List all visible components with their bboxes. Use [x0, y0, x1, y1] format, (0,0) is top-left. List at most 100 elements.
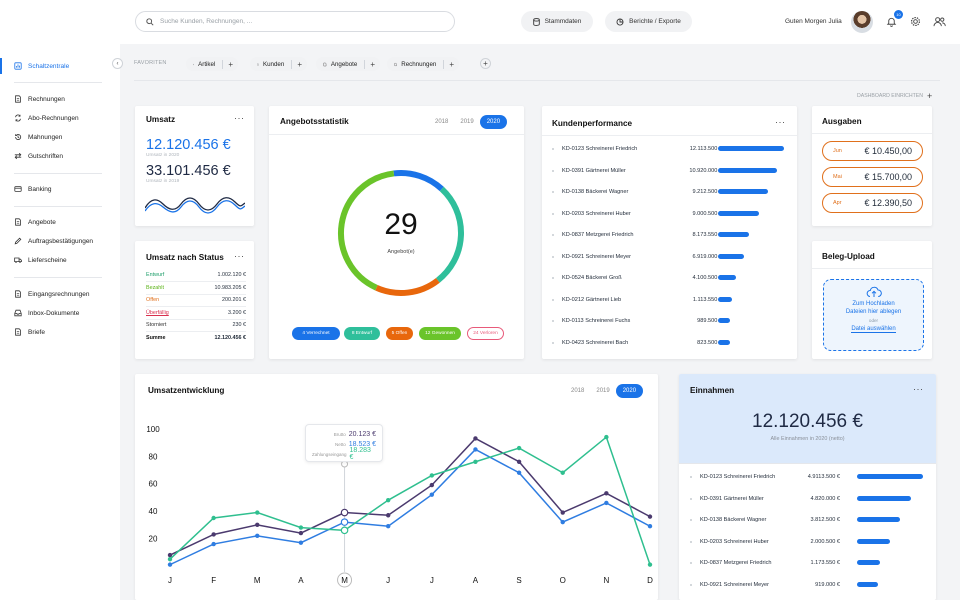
legend-verloren[interactable]: 24 Verloren: [467, 327, 504, 340]
einnahmen-row[interactable]: KD-0921 Schreinerei Meyer 919.000 €: [700, 580, 930, 590]
add-favorite-button[interactable]: +: [480, 58, 491, 69]
kunden-card: Kundenperformance ··· KD-0123 Schreinere…: [542, 106, 797, 359]
fav-chip-kunden[interactable]: Kunden +: [250, 57, 307, 71]
einnahmen-row[interactable]: KD-0123 Schreinerei Friedrich 4.9113.500 …: [700, 472, 930, 482]
sidebar-item-inbox-dokumente[interactable]: Inbox-Dokumente: [14, 309, 79, 317]
kunden-bar: [718, 189, 769, 194]
year-tab-2020[interactable]: 2020: [479, 115, 508, 129]
sidebar-item-angebote[interactable]: Angebote: [14, 218, 56, 226]
einnahmen-row[interactable]: KD-0203 Schreinerei Huber 2.000.500 €: [700, 537, 930, 547]
search-box[interactable]: [135, 11, 455, 32]
legend-offen[interactable]: 5 Offen: [386, 327, 413, 340]
plus-icon: +: [927, 91, 933, 101]
entwicklung-year-tabs: 2018 2019 2020: [565, 384, 644, 398]
kunden-row[interactable]: KD-0837 Metzgerei Friedrich 8.173.550 €: [562, 230, 787, 240]
gear-icon[interactable]: [908, 14, 922, 28]
einnahmen-name: KD-0837 Metzgerei Friedrich: [700, 560, 772, 567]
einnahmen-value: 12.120.456 €: [752, 411, 863, 432]
collapse-sidebar-button[interactable]: ‹: [112, 58, 123, 69]
row-dot: [552, 148, 554, 150]
kunden-row[interactable]: KD-0123 Schreinerei Friedrich 12.113.500 …: [562, 144, 787, 154]
x-tick-highlight: [337, 572, 353, 588]
sidebar-item-rechnungen[interactable]: Rechnungen: [14, 95, 65, 103]
divider: [812, 133, 932, 134]
edit-icon: [14, 237, 22, 245]
year-tab-2018[interactable]: 2018: [435, 119, 449, 125]
avatar[interactable]: [851, 11, 873, 33]
sidebar-item-eingangsrechnungen[interactable]: Eingangsrechnungen: [14, 290, 89, 298]
legend-gewonnen[interactable]: 12 Gewonnen: [419, 327, 461, 340]
bell-icon[interactable]: [884, 14, 898, 28]
stammdaten-button[interactable]: Stammdaten: [521, 11, 593, 32]
kunden-row[interactable]: KD-0113 Schreinerei Fuchs 989.500 €: [562, 316, 787, 326]
angebot-year-tabs: 2018 2019 2020: [429, 115, 508, 129]
kunden-row[interactable]: KD-0423 Schreinerei Bach 823.500 €: [562, 338, 787, 348]
data-point: [560, 470, 565, 475]
sidebar-item-abo-rechnungen[interactable]: Abo-Rechnungen: [14, 114, 79, 122]
einnahmen-amount: 4.820.000 €: [810, 495, 840, 502]
data-point: [255, 510, 260, 515]
more-icon[interactable]: ···: [234, 113, 245, 123]
series-line: [169, 435, 651, 565]
einnahmen-name: KD-0921 Schreinerei Meyer: [700, 582, 770, 588]
data-point: [516, 459, 522, 464]
status-value: 1.002.120 €: [217, 272, 246, 278]
legend-verrechnet[interactable]: 4 Verrechnet: [292, 327, 340, 340]
fav-add-icon[interactable]: +: [443, 59, 459, 69]
sidebar-item-mahnungen[interactable]: Mahnungen: [14, 133, 62, 141]
ausgaben-row[interactable]: Mai € 15.700,00: [822, 167, 923, 187]
document-icon: [15, 290, 21, 298]
fav-add-icon[interactable]: +: [364, 59, 380, 69]
year-tab-2019[interactable]: 2019: [596, 388, 610, 394]
row-dot: [690, 497, 692, 500]
sidebar-item-gutschriften[interactable]: Gutschriften: [14, 152, 63, 160]
kunden-row[interactable]: KD-0391 Gärtnerei Müller 10.920.000 €: [562, 166, 787, 176]
legend-entwurf[interactable]: 8 Entwurf: [344, 327, 380, 340]
fav-chip-angebote[interactable]: Angebote +: [316, 57, 380, 71]
kunden-row[interactable]: KD-0212 Gärtnerei Lieb 1.113.550 €: [562, 295, 787, 305]
more-icon[interactable]: ···: [913, 384, 924, 394]
einnahmen-row[interactable]: KD-0138 Bäckerei Wagner 3.812.500 €: [700, 515, 930, 525]
cloud-upload-icon: [866, 286, 882, 297]
more-icon[interactable]: ···: [775, 117, 786, 127]
sidebar-item-banking[interactable]: Banking: [14, 185, 52, 193]
series-line: [169, 437, 651, 556]
berichte-button[interactable]: Berichte / Exporte: [605, 11, 692, 32]
kunden-name: KD-0123 Schreinerei Friedrich: [562, 146, 638, 152]
einnahmen-row[interactable]: KD-0837 Metzgerei Friedrich 1.173.550 €: [700, 558, 930, 568]
year-tab-2020[interactable]: 2020: [615, 384, 644, 398]
sidebar-item-lieferscheine[interactable]: Lieferscheine: [14, 256, 67, 264]
dashboard-setup-link[interactable]: DASHBOARD EINRICHTEN +: [857, 91, 932, 101]
kunden-row[interactable]: KD-0203 Schreinerei Huber 9.000.500 €: [562, 209, 787, 219]
fav-add-icon[interactable]: +: [222, 59, 238, 69]
ausgaben-row[interactable]: Jun € 10.450,00: [822, 141, 923, 161]
kunden-row[interactable]: KD-0524 Bäckerei Groß 4.100.500 €: [562, 273, 787, 283]
favorites-label: FAVORITEN: [134, 60, 167, 66]
sidebar-item-briefe[interactable]: Briefe: [14, 328, 45, 336]
angebot-title: Angebotsstatistik: [280, 117, 349, 126]
users-icon[interactable]: [932, 14, 946, 28]
fav-chip-artikel[interactable]: Artikel +: [186, 57, 238, 71]
sidebar-item-label: Lieferscheine: [28, 256, 67, 264]
search-input[interactable]: [160, 18, 410, 25]
status-value: 200.201 €: [222, 297, 246, 304]
dashboard-setup-label: DASHBOARD EINRICHTEN: [857, 93, 924, 99]
sidebar-item-label: Auftragsbestätigungen: [28, 237, 94, 245]
more-icon[interactable]: ···: [234, 251, 245, 261]
kunden-row[interactable]: KD-0921 Schreinerei Meyer 6.919.000 €: [562, 252, 787, 262]
year-tab-2018[interactable]: 2018: [571, 388, 585, 394]
data-point: [211, 515, 216, 521]
row-dot: [552, 212, 554, 215]
ausgaben-row[interactable]: Apr € 12.390,50: [822, 193, 923, 213]
fav-chip-rechnungen[interactable]: Rechnungen +: [387, 57, 459, 71]
upload-dropzone[interactable]: Zum Hochladen Dateien hier ablegen oder …: [823, 279, 924, 351]
sidebar-item-label: Abo-Rechnungen: [28, 114, 79, 122]
data-point: [473, 436, 478, 441]
kunden-row[interactable]: KD-0138 Bäckerei Wagner 9.212.500 €: [562, 187, 787, 197]
year-tab-2019[interactable]: 2019: [460, 119, 474, 125]
sidebar-item-schaltzentrale[interactable]: Schaltzentrale: [14, 62, 69, 70]
upload-file-link[interactable]: Datei auswählen: [851, 326, 896, 333]
sidebar-item-auftragsbestaetigungen[interactable]: Auftragsbestätigungen: [14, 237, 93, 245]
fav-add-icon[interactable]: +: [291, 59, 307, 69]
einnahmen-row[interactable]: KD-0391 Gärtnerei Müller 4.820.000 €: [700, 494, 930, 504]
